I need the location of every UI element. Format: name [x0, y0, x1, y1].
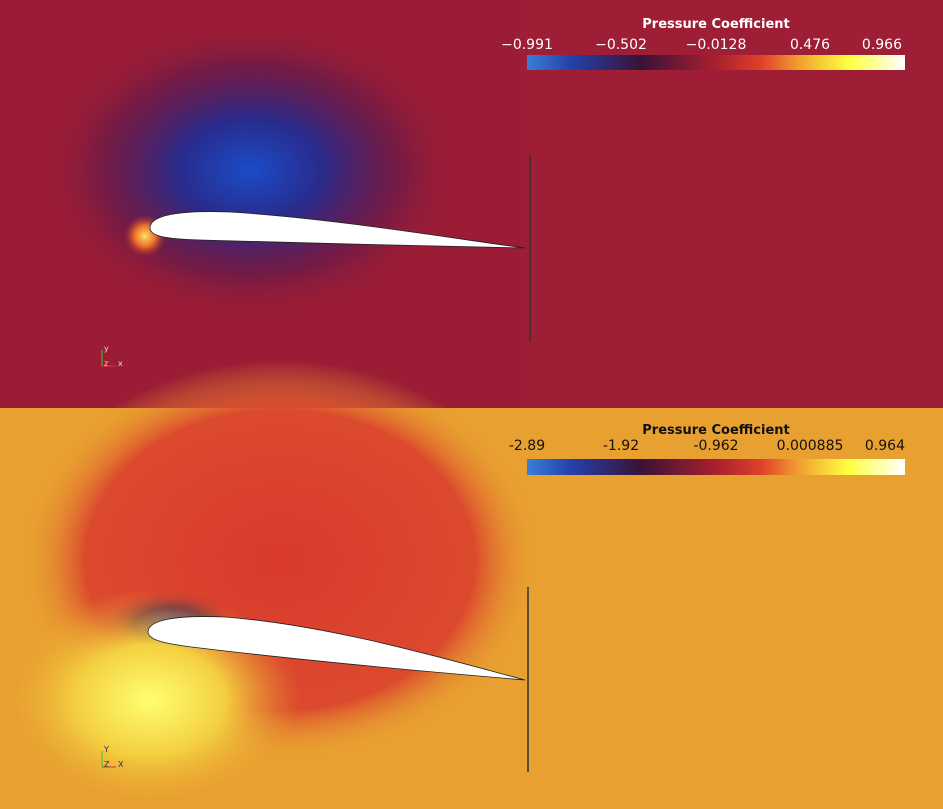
axis-label: z — [104, 359, 108, 368]
top-panel: Pressure Coefficient −0.991 −0.502 −0.01… — [0, 0, 943, 408]
colorbar-tick: -2.89 — [509, 438, 545, 454]
colorbar-tick: -1.92 — [603, 438, 639, 454]
axis-label: y — [104, 344, 109, 353]
colorbar-title: Pressure Coefficient — [642, 423, 789, 438]
colorbar-tick: 0.964 — [865, 438, 905, 454]
bottom-panel: Pressure Coefficient -2.89 -1.92 -0.962 … — [0, 360, 943, 809]
colorbar-tick: 0.476 — [790, 37, 830, 53]
axis-label: x — [118, 359, 123, 368]
axis-label: Z — [104, 760, 110, 769]
colorbar-tick: −0.991 — [501, 37, 553, 53]
colorbar-tick: −0.502 — [595, 37, 647, 53]
colorbar-tick: 0.966 — [862, 37, 902, 53]
colorbar-tick: 0.000885 — [777, 438, 844, 454]
axis-label: Y — [103, 745, 109, 754]
axis-label: X — [118, 760, 124, 769]
colorbar-title: Pressure Coefficient — [642, 17, 789, 32]
colorbar-tick: −0.0128 — [686, 37, 747, 53]
colorbar-tick: -0.962 — [693, 438, 738, 454]
